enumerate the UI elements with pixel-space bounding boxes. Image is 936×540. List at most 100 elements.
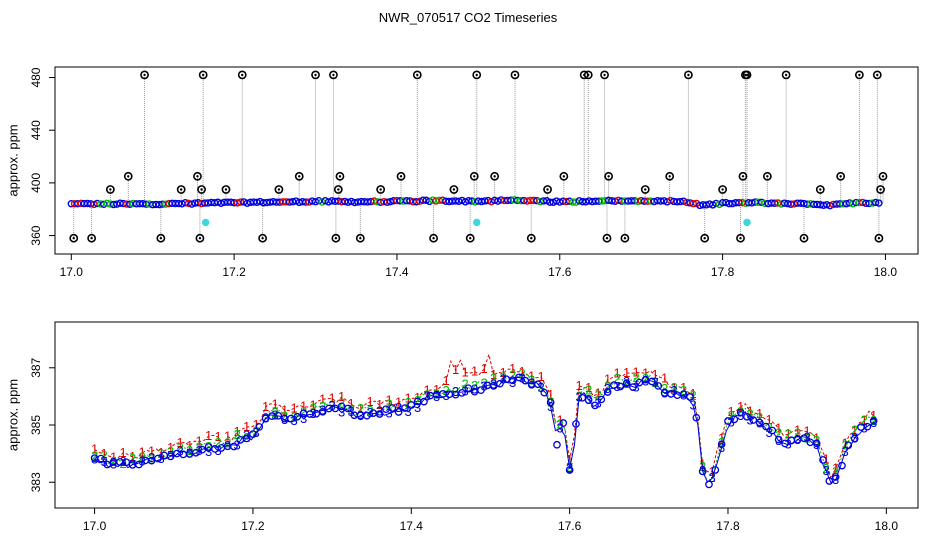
series-marker-3: 3 (385, 406, 392, 421)
spike-point-center (196, 175, 199, 178)
spike-point (355, 233, 365, 243)
series-marker-1: 1 (233, 424, 240, 439)
series-marker-2: 2 (604, 379, 611, 394)
spike-point-center (72, 236, 75, 240)
series-marker-3: 3 (167, 448, 174, 463)
series-marker-1: 1 (547, 387, 554, 402)
baseline-point (530, 196, 538, 205)
spike-point (195, 233, 205, 243)
baseline-point (370, 197, 378, 205)
series-marker-1: 1 (338, 389, 345, 404)
series-marker-1: 1 (728, 404, 735, 419)
series-marker-2: 2 (271, 405, 278, 420)
series-marker-2: 2 (233, 427, 240, 442)
spike-point (237, 70, 247, 80)
measurement-point (838, 461, 846, 470)
measurement-point (103, 460, 112, 469)
series-marker-3: 3 (100, 454, 107, 469)
figure-title: NWR_070517 CO2 Timeseries (378, 10, 558, 25)
baseline-point (757, 198, 766, 206)
series-marker-3: 3 (585, 392, 592, 407)
spike-point (376, 185, 386, 194)
plot-area (67, 70, 888, 243)
spike-point (156, 233, 166, 243)
series-marker-1: 1 (309, 398, 316, 413)
spike-point-center (359, 236, 362, 240)
x-tick-label: 18.0 (874, 265, 898, 279)
spike-point-center (109, 188, 112, 191)
spike-point-center (562, 175, 566, 178)
series-marker-1: 1 (357, 401, 364, 416)
y-tick-label: 360 (29, 225, 43, 245)
measurement-point (711, 466, 720, 474)
series-marker-1: 1 (376, 397, 383, 412)
series-marker-3: 3 (595, 395, 602, 410)
spike-point (105, 185, 115, 194)
series-marker-2: 2 (775, 426, 782, 441)
series-marker-3: 3 (414, 400, 421, 415)
series-marker-2: 2 (785, 427, 792, 442)
spike-point-center (416, 73, 419, 77)
measurement-point (812, 439, 821, 448)
series-marker-1: 1 (718, 431, 725, 446)
spike-point (176, 185, 186, 194)
spike-point (876, 185, 885, 194)
series-marker-1: 1 (585, 380, 592, 395)
series-marker-1: 1 (490, 367, 497, 382)
measurement-point (540, 388, 549, 397)
baseline-point (188, 200, 196, 208)
spike-point-center (605, 236, 609, 240)
series-marker-3: 3 (851, 430, 858, 445)
measurement-point (686, 393, 694, 401)
measurement-point (363, 411, 371, 420)
baseline-point (546, 198, 554, 206)
spike-point-center (277, 188, 281, 191)
spike-point-center (334, 236, 338, 240)
spike-point (198, 70, 208, 80)
series-marker-3: 3 (813, 437, 820, 452)
spike-point-center (201, 73, 205, 77)
series-marker-1: 1 (100, 446, 107, 461)
spike-point (197, 185, 206, 194)
series-marker-3: 3 (490, 377, 497, 392)
series-marker-3: 3 (110, 457, 117, 472)
spike-point-center (802, 236, 806, 240)
series-marker-1: 1 (737, 399, 744, 414)
series-marker-1: 1 (509, 361, 516, 376)
series-marker-1: 1 (176, 435, 183, 450)
spike-point (311, 70, 320, 80)
series-marker-2: 2 (414, 393, 421, 408)
spike-point-center (530, 236, 533, 240)
spike-point (123, 171, 133, 181)
x-tick-label: 17.8 (711, 265, 735, 279)
series-marker-1: 1 (385, 393, 392, 408)
spike-point (449, 185, 459, 194)
measurement-point (603, 388, 612, 396)
measurement-point (565, 466, 574, 474)
spike-point-center (473, 175, 476, 178)
series-marker-2: 2 (471, 378, 478, 393)
measurement-point (616, 382, 625, 391)
spike-point (736, 233, 745, 243)
baseline-point (666, 196, 675, 205)
series-marker-3: 3 (186, 445, 193, 460)
measurement-point (344, 404, 352, 413)
spike-point-center (337, 188, 340, 191)
series-marker-3: 3 (281, 412, 288, 427)
spike-point-center (687, 73, 690, 77)
spike-point (620, 233, 630, 243)
series-marker-2: 2 (443, 383, 450, 398)
series-marker-3: 3 (566, 461, 573, 476)
series-marker-1: 1 (785, 426, 792, 441)
series-marker-1: 1 (775, 420, 782, 435)
measurement-point (654, 382, 663, 390)
spike-point (87, 233, 97, 243)
series-marker-2: 2 (509, 368, 516, 383)
measurement-point (388, 404, 397, 412)
series-marker-1: 1 (328, 391, 335, 406)
spike-point (510, 70, 520, 80)
spike-point (469, 171, 479, 181)
series-marker-3: 3 (129, 457, 136, 472)
series-marker-3: 3 (661, 385, 668, 400)
x-tick-label: 17.0 (83, 519, 107, 533)
